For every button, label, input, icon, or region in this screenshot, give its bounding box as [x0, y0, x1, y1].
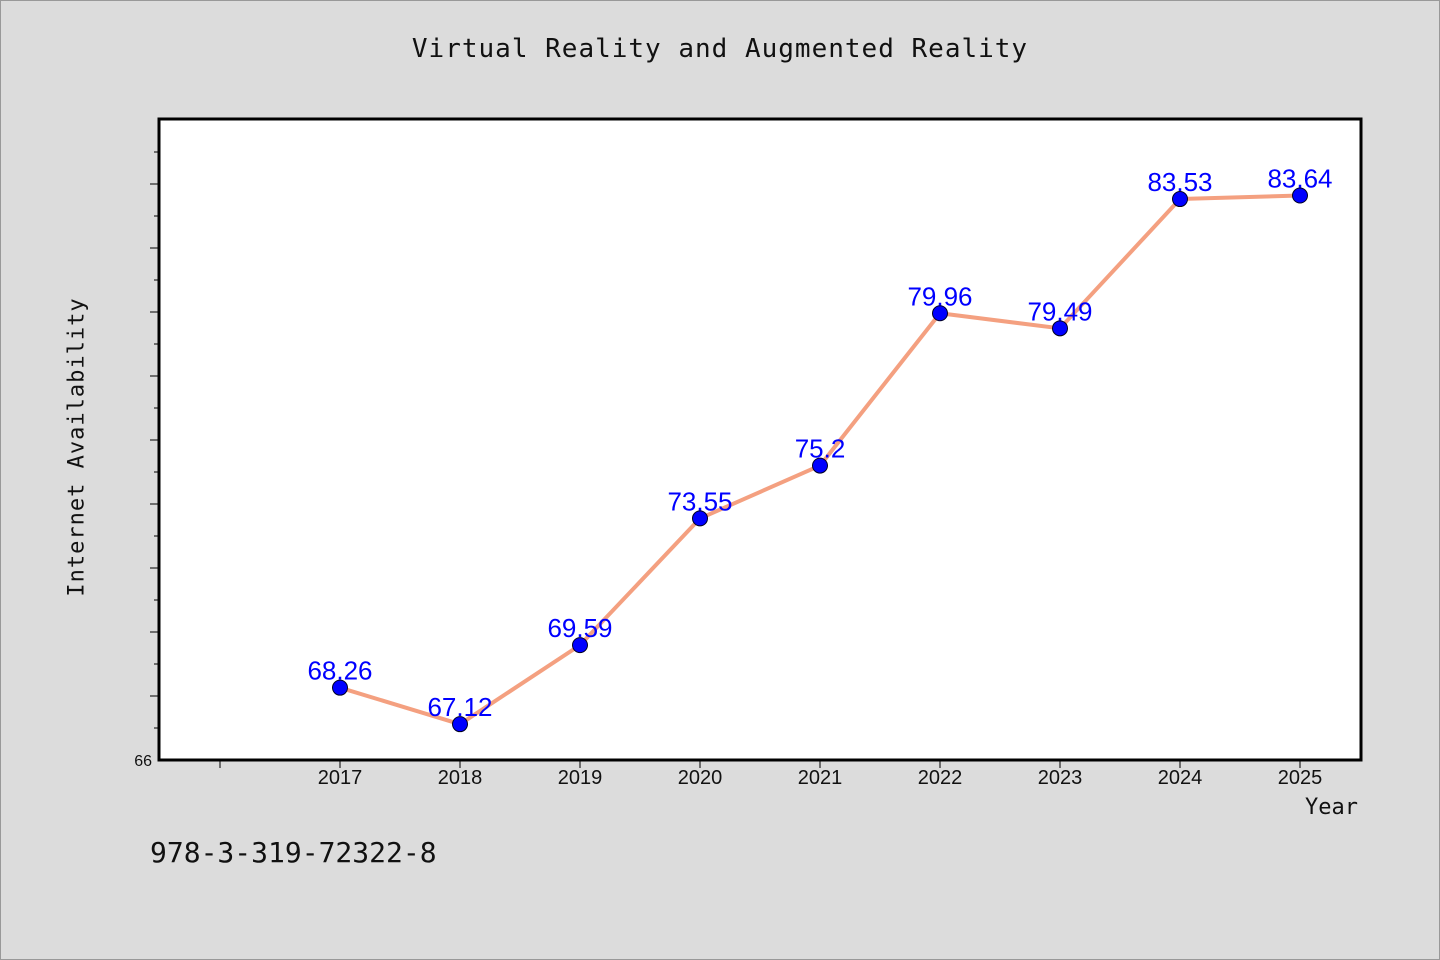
data-label: 68.26 [307, 656, 372, 686]
x-tick-label: 2021 [798, 767, 843, 789]
data-point [1052, 320, 1068, 337]
x-tick-label: 2025 [1278, 767, 1323, 789]
x-tick-label: 2024 [1158, 767, 1203, 789]
x-tick-label: 2020 [678, 767, 723, 789]
x-axis-label: Year [1305, 795, 1358, 820]
data-label: 79.96 [907, 281, 972, 311]
x-tick-label: 2019 [558, 767, 603, 789]
data-point [812, 457, 828, 474]
chart-title: Virtual Reality and Augmented Reality [411, 34, 1029, 64]
x-tick-label: 2017 [318, 767, 363, 789]
data-label: 83.64 [1267, 164, 1332, 194]
data-label: 67.12 [427, 692, 492, 722]
x-tick-label: 2022 [918, 767, 963, 789]
data-point [1292, 187, 1308, 204]
data-point [692, 510, 708, 527]
x-tick-label: 2023 [1038, 767, 1083, 789]
y-axis-ticks: 66 [134, 151, 159, 770]
x-tick-label: 2018 [438, 767, 483, 789]
data-point [932, 305, 948, 322]
data-labels: 68.26 67.12 69.59 73.55 75.2 79.96 79.49 83.53 8… [307, 164, 1332, 723]
data-point [572, 637, 588, 654]
y-tick-label: 66 [134, 753, 152, 770]
footnote-isbn: 978-3-319-72322-8 [150, 836, 437, 869]
data-point [332, 679, 348, 696]
data-label: 69.59 [547, 613, 612, 643]
data-points [332, 187, 1308, 733]
data-point [1172, 191, 1188, 208]
x-axis-ticks: 2017 2018 2019 2020 2021 2022 2023 2024 2025 [219, 761, 1323, 789]
data-label: 83.53 [1147, 167, 1212, 197]
data-label: 75.2 [795, 434, 846, 464]
data-label: 73.55 [667, 486, 732, 516]
data-point [452, 716, 468, 733]
plot-area [157, 117, 1363, 762]
data-label: 79.49 [1027, 296, 1092, 326]
